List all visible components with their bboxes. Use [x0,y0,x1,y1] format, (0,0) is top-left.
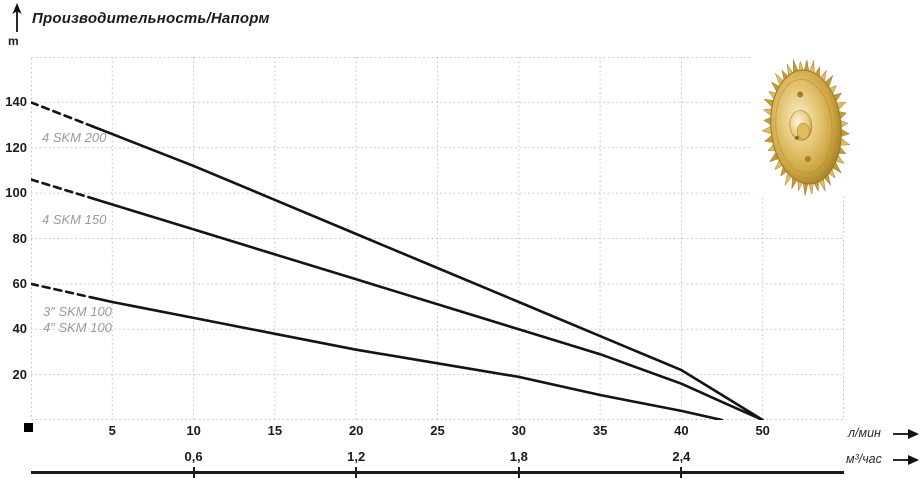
right-arrow-icon [893,455,919,465]
x2-tick-mark [680,467,683,478]
x-axis-secondary-unit: м³/час [846,452,882,466]
x-tick-label: 40 [674,423,689,438]
x-tick-label: 35 [592,423,608,438]
x-tick-label: 20 [348,423,364,438]
x2-tick-mark [517,467,520,478]
y-tick-label: 120 [5,139,27,155]
y-tick-label: 140 [5,94,27,110]
x2-tick-label: 0,6 [184,449,203,464]
x-tick-label: 5 [108,423,116,438]
y-tick-label: 60 [12,275,27,291]
curve-label-4skm100: 4″ SKM 100 [43,320,112,335]
plot-area [31,57,844,420]
curve-label-4skm200: 4 SKM 200 [42,130,107,145]
right-arrow-icon [893,429,919,439]
x-axis-secondary-line [31,471,844,474]
x2-tick-mark [355,467,358,478]
x-tick-label: 50 [755,423,770,438]
impeller-photo [753,54,853,196]
x2-tick-label: 1,2 [347,449,366,464]
y-tick-label: 100 [5,185,27,201]
y-tick-label: 80 [12,230,27,246]
up-arrow-icon [12,3,22,32]
curve-label-4skm150: 4 SKM 150 [42,212,107,227]
curve-label-3skm100: 3″ SKM 100 [43,304,112,319]
y-tick-label: 20 [12,366,27,382]
x2-tick-mark [192,467,195,478]
x-tick-label: 10 [186,423,201,438]
y-tick-label: 40 [12,321,27,337]
x2-tick-label: 1,8 [509,449,528,464]
x-tick-label: 30 [511,423,527,438]
x-axis-primary-unit: л/мин [848,426,881,440]
x-tick-label: 15 [267,423,283,438]
origin-marker [24,423,33,432]
x2-tick-label: 2,4 [672,449,691,464]
y-axis-unit: m [8,34,19,48]
x-tick-label: 25 [430,423,445,438]
chart-title: Производительность/Напорм [32,10,270,27]
